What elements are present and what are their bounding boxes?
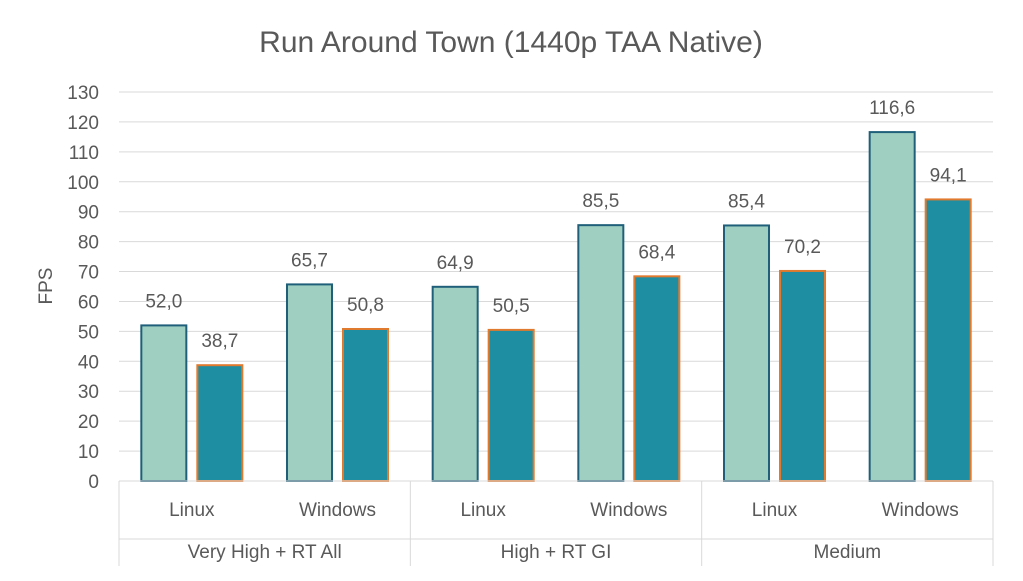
category-label: Linux: [169, 500, 215, 521]
category-label: Windows: [882, 500, 959, 521]
data-label: 85,4: [728, 191, 765, 212]
category-label: Windows: [299, 500, 376, 521]
data-label: 116,6: [869, 98, 915, 119]
y-tick-label: 30: [78, 382, 99, 403]
y-tick-label: 60: [78, 292, 99, 313]
y-tick-label: 40: [78, 352, 99, 373]
group-label: Medium: [814, 542, 882, 563]
group-label: High + RT GI: [501, 542, 612, 563]
bar: [196, 364, 244, 482]
bar: [723, 224, 770, 482]
y-tick-label: 80: [78, 233, 99, 254]
x-axis: Linux Windows Very High + RT All Linux Windo…: [118, 480, 994, 566]
data-label: 64,9: [437, 253, 474, 274]
data-label: 52,0: [145, 291, 182, 312]
category-label: Windows: [590, 500, 667, 521]
bars: [140, 131, 972, 483]
category-label: Linux: [752, 500, 798, 521]
y-tick-label: 70: [78, 263, 99, 284]
data-label: 50,8: [347, 295, 384, 316]
y-tick-label: 120: [67, 113, 99, 134]
y-tick-label: 100: [67, 173, 99, 194]
bar: [924, 198, 972, 482]
group-label: Very High + RT All: [188, 542, 342, 563]
y-tick-label: 130: [67, 83, 99, 104]
y-tick-label: 110: [69, 143, 99, 164]
data-label: 70,2: [784, 237, 821, 258]
y-tick-label: 50: [78, 322, 99, 343]
bar: [633, 275, 681, 482]
bar: [431, 285, 479, 482]
y-axis-ticks: 0 10 20 30 40 50 60 70 80 90 100 110 120 130: [67, 83, 99, 493]
bar: [342, 327, 389, 483]
chart-title: Run Around Town (1440p TAA Native): [259, 26, 763, 59]
bar: [487, 328, 535, 482]
data-label: 85,5: [582, 191, 619, 212]
data-label: 50,5: [493, 296, 530, 317]
y-tick-label: 0: [88, 472, 99, 493]
gridlines: [119, 91, 993, 452]
bar: [140, 324, 188, 482]
data-labels: 52,0 38,7 65,7 50,8 64,9 50,5 85,5 68,4 85,4 70,2…: [145, 98, 966, 352]
bar: [868, 131, 916, 482]
data-label: 65,7: [291, 250, 328, 271]
y-tick-label: 20: [78, 412, 99, 433]
data-label: 38,7: [201, 331, 238, 352]
data-label: 68,4: [638, 242, 675, 263]
data-label: 94,1: [930, 165, 967, 186]
y-tick-label: 90: [78, 203, 99, 224]
category-label: Linux: [460, 500, 506, 521]
bar: [577, 224, 625, 482]
y-tick-label: 10: [78, 442, 99, 463]
y-axis-label: FPS: [36, 268, 57, 305]
bar: [286, 283, 333, 483]
bar: [779, 269, 826, 482]
